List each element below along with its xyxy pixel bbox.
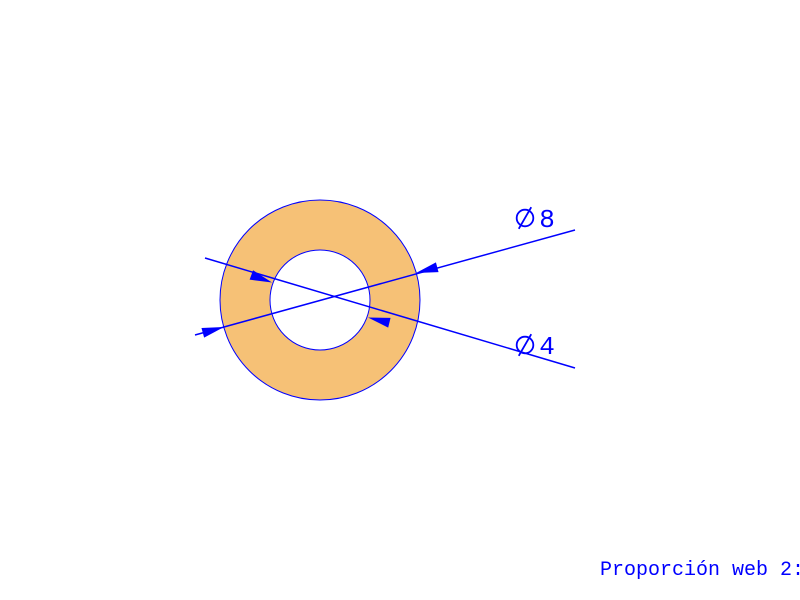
outer-diameter-value: 8 — [539, 205, 555, 235]
inner-diameter-label: 4 — [517, 332, 555, 362]
inner-diameter-value: 4 — [539, 332, 555, 362]
diameter-symbol-icon — [517, 207, 534, 229]
scale-ratio-label: Proporción web 2:1 — [600, 559, 800, 582]
outer-arrowhead-left — [201, 327, 224, 338]
diameter-symbol-icon — [517, 334, 534, 356]
drawing-canvas: 8 4 Proporción web 2:1 — [0, 0, 800, 600]
outer-arrowhead-right — [416, 262, 439, 273]
outer-diameter-label: 8 — [517, 205, 555, 235]
